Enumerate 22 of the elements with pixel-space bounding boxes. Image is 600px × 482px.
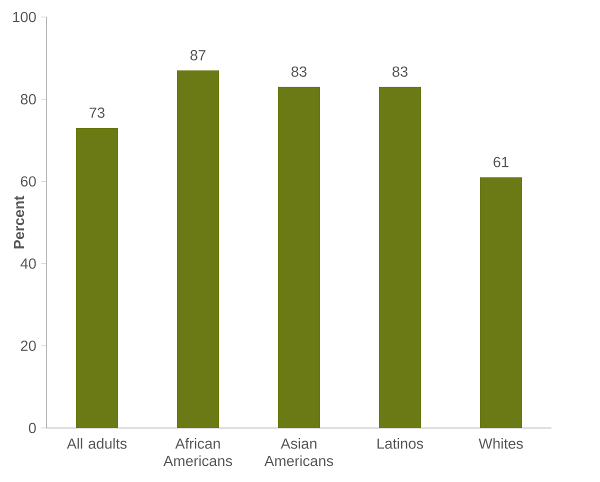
x-tick-label: All adults — [66, 438, 127, 449]
bar — [76, 128, 118, 428]
x-tick-label: Latinos — [378, 438, 424, 449]
x-tick-label: Asian Americans — [264, 438, 334, 466]
data-label: 83 — [392, 66, 408, 77]
y-axis-title: Percent — [14, 196, 24, 248]
y-tick-label: 60 — [20, 176, 36, 187]
data-label: 87 — [190, 50, 206, 60]
data-label: 73 — [90, 108, 105, 118]
x-tick-label: African Americans — [163, 438, 232, 466]
y-tick-label: 0 — [28, 422, 36, 434]
data-label: 61 — [494, 156, 508, 168]
x-tick-label: Whites — [478, 438, 523, 449]
bar — [278, 86, 320, 428]
data-label: 83 — [291, 66, 307, 77]
bar — [177, 70, 219, 428]
y-tick-label: 100 — [13, 12, 36, 22]
y-tick-label: 20 — [20, 340, 36, 351]
y-tick-label: 40 — [20, 258, 36, 269]
y-tick-label: 80 — [20, 94, 36, 104]
bar — [480, 177, 522, 428]
bar — [378, 86, 421, 428]
